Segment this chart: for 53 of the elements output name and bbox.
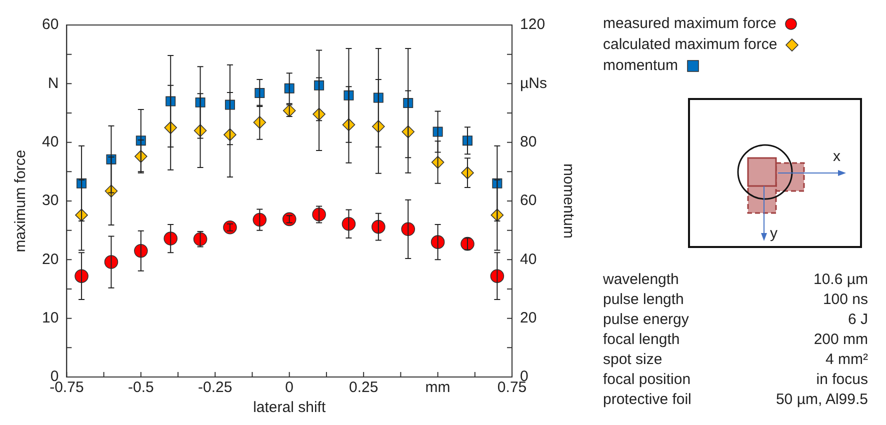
y2-axis-title: momentum bbox=[560, 163, 577, 239]
y-tick-label: 40 bbox=[42, 133, 59, 150]
text: spot size bbox=[603, 350, 662, 370]
y2-tick-label: 40 bbox=[520, 250, 537, 268]
text: 100 ns bbox=[822, 290, 868, 310]
text: y bbox=[770, 225, 778, 242]
y2-tick-label: µNs bbox=[520, 74, 548, 92]
text: 200 mm bbox=[814, 330, 868, 350]
text: x bbox=[833, 148, 840, 165]
y2-tick-label: 60 bbox=[520, 192, 537, 210]
point bbox=[312, 208, 326, 222]
x-tick-label: mm bbox=[425, 379, 450, 396]
point bbox=[342, 216, 356, 231]
point bbox=[372, 220, 386, 234]
text: protective foil bbox=[603, 390, 692, 410]
text: 4 mm² bbox=[826, 350, 868, 370]
point bbox=[164, 232, 178, 246]
y-tick-label: 20 bbox=[42, 250, 59, 268]
y2-tick-label: 80 bbox=[520, 133, 537, 150]
point bbox=[134, 244, 148, 258]
x-tick-label: 0 bbox=[285, 379, 294, 396]
y-tick-label: N bbox=[48, 74, 59, 92]
point bbox=[490, 269, 504, 283]
point bbox=[193, 232, 208, 246]
y-tick-label: 10 bbox=[42, 309, 59, 326]
x-tick-label: -0.5 bbox=[128, 379, 154, 396]
y2-tick-label: 120 bbox=[520, 16, 546, 34]
x-axis-title: lateral shift bbox=[253, 399, 326, 416]
text: pulse length bbox=[603, 290, 684, 310]
y-tick-label: 30 bbox=[42, 192, 59, 210]
text: 50 µm, Al99.5 bbox=[776, 390, 868, 410]
text: 6 J bbox=[848, 310, 868, 330]
x-tick-label: -0.25 bbox=[198, 379, 232, 396]
point bbox=[430, 235, 445, 249]
y-tick-label: 60 bbox=[42, 16, 59, 34]
text: focal length bbox=[603, 330, 680, 350]
y-axis-title: maximum force bbox=[12, 150, 30, 252]
x-tick-label: 0.25 bbox=[348, 379, 378, 396]
point bbox=[223, 220, 237, 234]
text: pulse energy bbox=[603, 310, 689, 330]
point bbox=[401, 222, 416, 236]
point bbox=[74, 269, 88, 283]
y2-tick-label: 20 bbox=[520, 309, 537, 326]
legend-label: calculated maximum force bbox=[603, 35, 778, 55]
point bbox=[282, 212, 296, 226]
text: focal position bbox=[603, 370, 691, 390]
text: wavelength bbox=[603, 270, 679, 290]
text: 10.6 µm bbox=[814, 270, 868, 290]
legend-label: momentum bbox=[603, 56, 678, 76]
point bbox=[104, 255, 118, 269]
point bbox=[252, 212, 267, 227]
legend-label: measured maximum force bbox=[603, 14, 776, 34]
text: in focus bbox=[816, 370, 868, 390]
